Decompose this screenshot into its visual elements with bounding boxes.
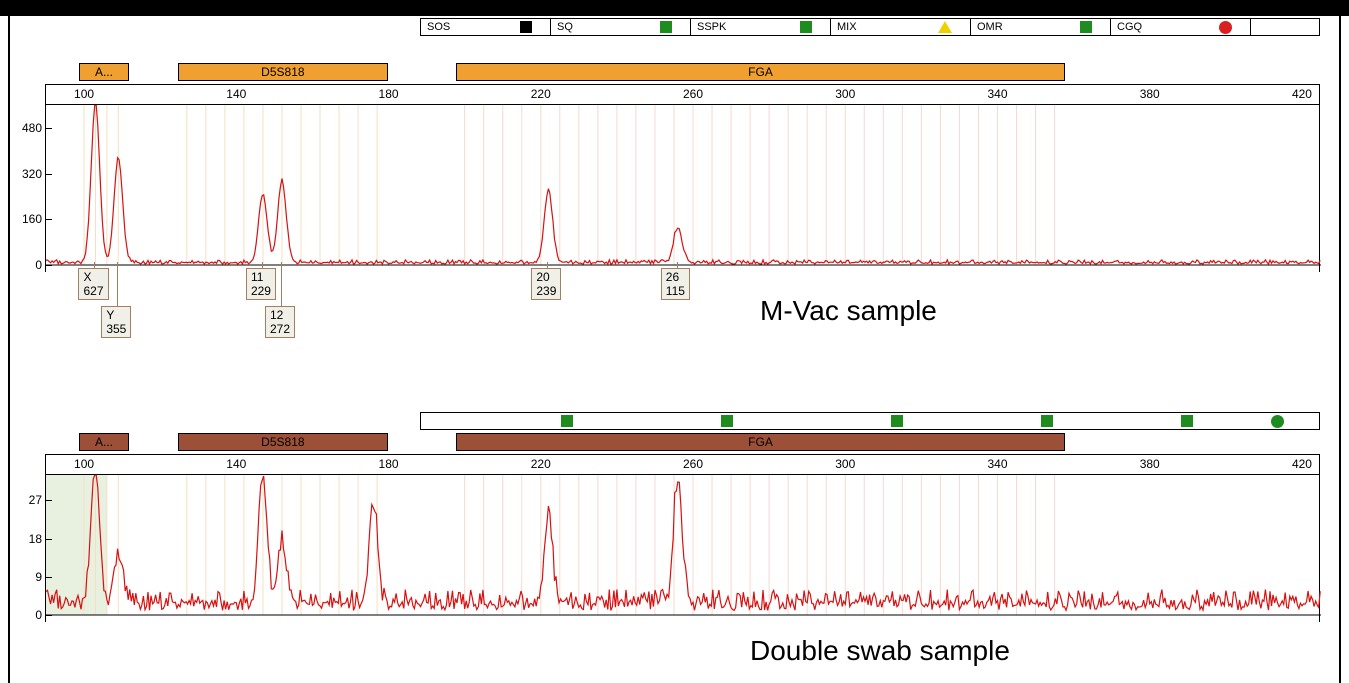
rfu-value: 627	[83, 284, 103, 298]
rfu-value: 115	[666, 284, 685, 298]
locus-a: A...	[79, 63, 128, 81]
ytick: 0	[35, 608, 42, 622]
allele-value: 26	[666, 270, 685, 284]
xtick: 220	[531, 87, 551, 101]
xtick: 340	[987, 87, 1007, 101]
allele-value: Y	[106, 308, 126, 322]
x-axis-mvac: 100 140 180 220 260 300 340 380 420	[46, 85, 1319, 105]
status-marker-mix	[938, 21, 952, 33]
status-marker-sos	[520, 21, 532, 33]
indicator-marker	[1271, 415, 1284, 428]
xtick: 220	[531, 457, 551, 471]
xtick: 340	[987, 457, 1007, 471]
xtick: 380	[1140, 87, 1160, 101]
status-label: MIX	[837, 21, 857, 33]
allele-call-X: X627	[78, 268, 108, 300]
indicator-marker	[721, 415, 733, 427]
indicator-marker	[561, 415, 573, 427]
plot-area-mvac: 0160320480	[46, 105, 1319, 273]
ytick: 160	[22, 212, 42, 226]
allele-value: X	[83, 270, 103, 284]
status-cell-omr: OMR	[971, 19, 1111, 35]
xtick: 100	[74, 87, 94, 101]
status-label: SQ	[557, 21, 573, 33]
ytick: 320	[22, 167, 42, 181]
locus-a: A...	[79, 433, 128, 451]
panel-label-swab: Double swab sample	[750, 635, 1010, 667]
ytick: 9	[35, 570, 42, 584]
xtick: 140	[226, 87, 246, 101]
status-marker-sspk	[800, 21, 812, 33]
rfu-value: 239	[536, 284, 556, 298]
indicator-marker	[1041, 415, 1053, 427]
status-label: SSPK	[697, 21, 726, 33]
status-label: OMR	[977, 21, 1003, 33]
xtick: 140	[226, 457, 246, 471]
xtick: 300	[835, 457, 855, 471]
locus-d5s818: D5S818	[178, 433, 387, 451]
trace-svg-swab	[46, 475, 1321, 623]
rfu-value: 229	[251, 284, 271, 298]
status-cell-sq: SQ	[551, 19, 691, 35]
indicator-row	[420, 412, 1320, 430]
xtick: 380	[1140, 457, 1160, 471]
allele-value: 11	[251, 270, 271, 284]
panel-label-mvac: M-Vac sample	[760, 295, 937, 327]
xtick: 260	[683, 457, 703, 471]
x-axis-swab: 100 140 180 220 260 300 340 380 420	[46, 455, 1319, 475]
indicator-marker	[891, 415, 903, 427]
status-marker-omr	[1080, 21, 1092, 33]
allele-call-Y: Y355	[101, 306, 131, 338]
allele-call-26: 26115	[661, 268, 690, 300]
rfu-value: 272	[270, 322, 290, 336]
status-label: CGQ	[1117, 21, 1142, 33]
allele-call-20: 20239	[531, 268, 561, 300]
allele-call-11: 11229	[246, 268, 276, 300]
locus-row-mvac: A... D5S818 FGA	[45, 63, 1320, 83]
electropherogram-panel-mvac: 100 140 180 220 260 300 340 380 420 0160320480	[45, 84, 1320, 272]
xtick: 180	[379, 87, 399, 101]
plot-area-swab: 091827	[46, 475, 1319, 623]
ytick: 18	[29, 532, 42, 546]
locus-fga: FGA	[456, 63, 1065, 81]
status-marker-cgq	[1219, 21, 1232, 34]
electropherogram-panel-swab: 100 140 180 220 260 300 340 380 420 091827	[45, 454, 1320, 622]
xtick: 420	[1292, 457, 1312, 471]
rfu-value: 355	[106, 322, 126, 336]
allele-call-12: 12272	[265, 306, 295, 338]
xtick: 260	[683, 87, 703, 101]
allele-value: 12	[270, 308, 290, 322]
indicator-marker	[1181, 415, 1193, 427]
status-label: SOS	[427, 21, 450, 33]
xtick: 420	[1292, 87, 1312, 101]
status-cell-sos: SOS	[421, 19, 551, 35]
status-cell-sspk: SSPK	[691, 19, 831, 35]
status-marker-sq	[660, 21, 672, 33]
xtick: 300	[835, 87, 855, 101]
status-cell-cgq: CGQ	[1111, 19, 1251, 35]
ytick: 480	[22, 121, 42, 135]
xtick: 100	[74, 457, 94, 471]
ytick: 27	[29, 493, 42, 507]
status-bar: SOS SQ SSPK MIX OMR CGQ	[420, 18, 1320, 36]
locus-d5s818: D5S818	[178, 63, 387, 81]
locus-row-swab: A... D5S818 FGA	[45, 433, 1320, 453]
allele-value: 20	[536, 270, 556, 284]
xtick: 180	[379, 457, 399, 471]
status-cell-mix: MIX	[831, 19, 971, 35]
locus-fga: FGA	[456, 433, 1065, 451]
ytick: 0	[35, 258, 42, 272]
trace-svg-mvac	[46, 105, 1321, 273]
